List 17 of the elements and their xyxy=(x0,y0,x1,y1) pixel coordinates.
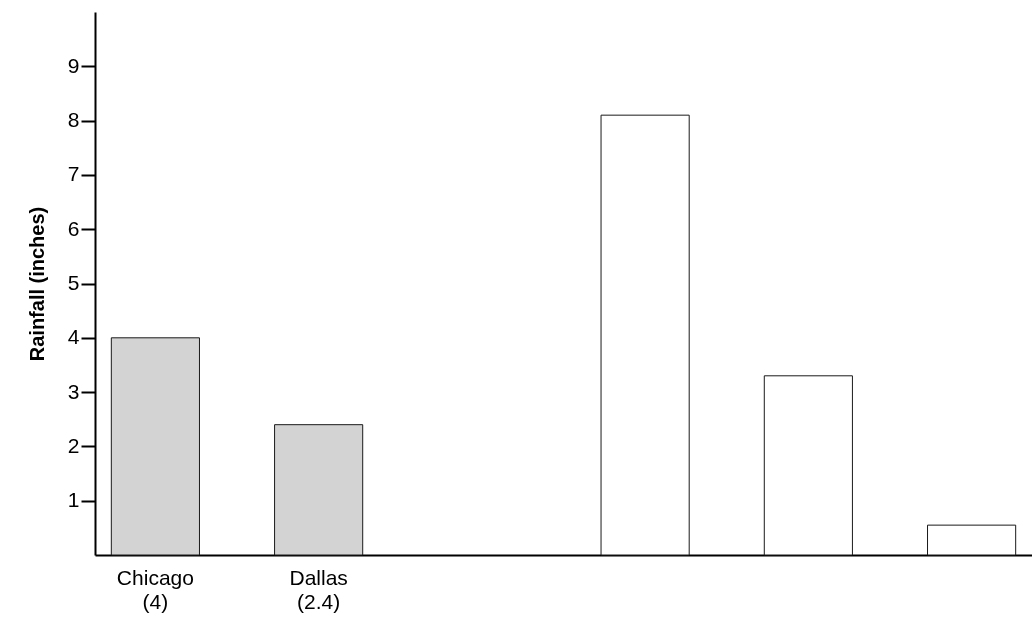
y-axis-title: Rainfall (inches) xyxy=(25,206,48,362)
bar xyxy=(763,375,853,556)
bar xyxy=(927,524,1017,556)
y-tick-label: 4 xyxy=(67,325,80,349)
y-tick-label: 9 xyxy=(67,53,80,77)
y-tick-label: 7 xyxy=(67,162,80,186)
bar xyxy=(274,424,364,556)
y-tick-label: 8 xyxy=(67,108,80,132)
x-tick-label: Chicago (4) xyxy=(116,565,194,613)
y-tick-label: 1 xyxy=(67,488,80,512)
bar xyxy=(110,337,200,556)
y-tick-label: 2 xyxy=(67,433,80,457)
y-tick-label: 5 xyxy=(67,271,80,294)
bar xyxy=(600,114,690,556)
x-tick-label: Dallas (2.4) xyxy=(289,565,348,613)
y-tick-label: 3 xyxy=(67,379,80,403)
y-tick-label: 6 xyxy=(67,216,80,240)
